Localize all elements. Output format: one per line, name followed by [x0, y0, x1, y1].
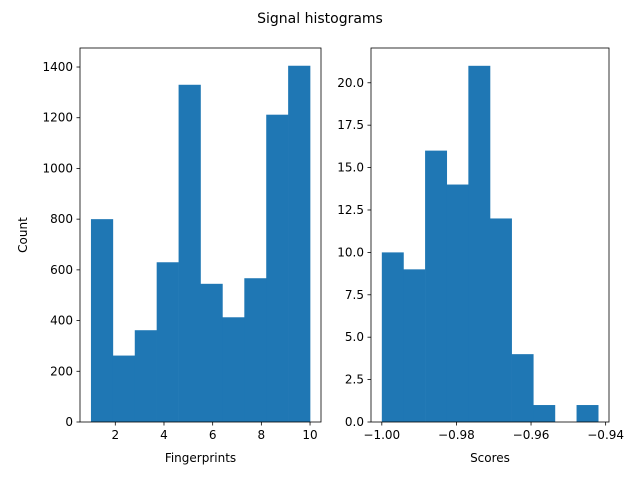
axes-frame	[79, 47, 322, 423]
histogram-bar	[156, 262, 179, 422]
histogram-bar	[222, 317, 245, 422]
x-tick-label: 2	[111, 428, 119, 442]
y-tick-label: 0	[65, 415, 73, 429]
histogram-scores: −1.00 −0.98 −0.96 −0.94 0.0 2.5 5.0 7.5 10.0 12.5…	[337, 47, 624, 465]
histogram-bar	[266, 114, 289, 422]
histogram-bar	[403, 269, 426, 422]
histogram-bar	[200, 283, 223, 422]
histogram-bar	[90, 219, 114, 422]
y-tick-label: 1000	[42, 161, 73, 175]
y-tick-label: 200	[50, 364, 73, 378]
x-tick-label: 10	[302, 428, 317, 442]
histogram-bar	[511, 354, 534, 422]
histogram-bar	[288, 65, 311, 422]
x-tick-label: 8	[258, 428, 266, 442]
y-tick-label: 15.0	[337, 161, 364, 175]
histogram-bar	[425, 150, 448, 422]
y-tick-label: 800	[50, 212, 73, 226]
y-tick-label: 20.0	[337, 76, 364, 90]
y-tick-label: 1400	[42, 60, 73, 74]
y-tick-label: 10.0	[337, 245, 364, 259]
axes-frame	[370, 47, 610, 423]
x-tick-label: −0.94	[587, 428, 624, 442]
histogram-bar	[381, 252, 404, 422]
x-tick-label: −1.00	[363, 428, 400, 442]
x-tick-label: 6	[209, 428, 217, 442]
histogram-bar	[446, 184, 469, 422]
y-tick-label: 2.5	[345, 373, 364, 387]
histogram-bar	[134, 330, 157, 422]
figure-title: Signal histograms	[257, 11, 383, 27]
y-tick-label: 400	[50, 314, 73, 328]
histogram-bar	[112, 355, 136, 422]
histogram-bar	[468, 65, 491, 422]
histogram-bar	[178, 84, 201, 423]
x-axis-label: Fingerprints	[165, 451, 236, 465]
y-tick-label: 7.5	[345, 288, 364, 302]
y-tick-label: 0.0	[345, 415, 364, 429]
y-tick-label: 600	[50, 263, 73, 277]
x-tick-label: −0.96	[513, 428, 550, 442]
histogram-fingerprints: 2 4 6 8 10 0 200 400 600 800 1000 1200 1400 Fingerpri…	[16, 47, 322, 465]
histogram-bar	[490, 218, 512, 422]
y-tick-label: 12.5	[337, 203, 364, 217]
histogram-bar	[533, 405, 556, 422]
histogram-bar	[576, 405, 599, 422]
histogram-bar	[244, 278, 267, 422]
y-tick-label: 5.0	[345, 330, 364, 344]
x-tick-label: 4	[160, 428, 168, 442]
x-tick-label: −0.98	[438, 428, 475, 442]
y-tick-label: 1200	[42, 111, 73, 125]
x-axis-label: Scores	[470, 451, 510, 465]
y-tick-label: 17.5	[337, 118, 364, 132]
y-axis-label: Count	[16, 217, 30, 253]
